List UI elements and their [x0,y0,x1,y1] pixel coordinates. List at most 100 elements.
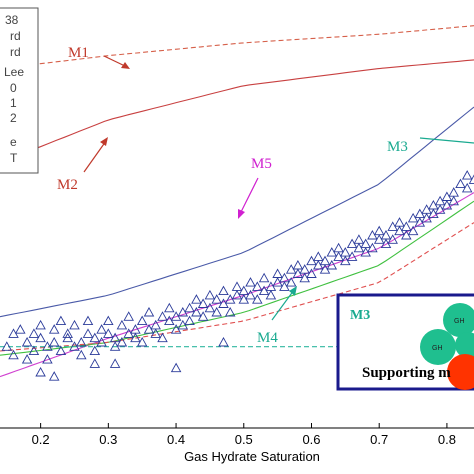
data-point [292,259,304,270]
data-point [164,302,175,313]
annotation-m4-arrowhead [289,286,297,296]
data-point [258,272,270,283]
x-tick-label: 0.2 [32,432,50,447]
inset-title: M3 [350,308,370,323]
data-point [143,306,155,317]
data-point [184,315,195,326]
series-line [0,106,474,318]
data-point [461,170,473,180]
legend: 38 rd rd Lee 0 1 2 e T [0,7,39,174]
data-point [89,345,101,356]
annotation-m4: M4 [257,330,278,346]
data-point [319,255,331,266]
data-point [21,336,33,347]
inset-grain-label: GH [432,345,443,352]
data-point [340,247,351,257]
x-tick-label: 0.6 [302,432,320,447]
data-point [191,294,202,304]
data-point [333,242,344,253]
annotation-m4-arrow [271,289,295,321]
data-point [136,315,148,326]
inset-grain [420,329,456,365]
legend-entry: Lee [4,65,24,79]
annotation-m1: M1 [68,45,89,61]
data-point [468,174,474,184]
inset-grain [447,354,474,390]
legend-entry: rd [10,29,21,43]
data-point [96,336,107,347]
data-point [103,315,114,326]
data-point [103,328,114,338]
measurement-points [1,170,474,381]
data-point [197,298,209,308]
data-point [218,285,229,296]
data-point [394,217,405,227]
data-point [272,268,283,278]
data-point [76,336,87,347]
x-tick-label: 0.5 [235,432,253,447]
data-point [252,294,263,304]
data-point [55,315,67,326]
legend-box [0,7,39,174]
x-tick-label: 0.3 [99,432,117,447]
data-point [265,289,277,300]
annotation-m2-arrowhead [100,137,108,146]
data-point [285,277,297,287]
data-point [130,324,141,334]
data-point [299,264,310,274]
legend-entry: T [10,151,18,165]
data-point [28,328,40,338]
data-point [116,319,128,330]
data-point [55,345,67,356]
data-point [218,336,229,347]
legend-entry: 38 [5,13,19,27]
data-point [109,358,121,368]
series-line [0,25,474,70]
data-point [346,251,358,261]
inset: M3 GH GH Supporting m [336,293,474,391]
x-tick-label: 0.7 [370,432,388,447]
data-point [82,315,94,326]
data-point [455,178,466,189]
data-point [76,349,87,360]
annotations: M1 M2 M3 M5 M4 [57,45,474,346]
data-point [35,319,46,330]
legend-entry: e [10,135,17,149]
legend-entry: rd [10,45,21,59]
data-point [224,306,236,317]
data-point [35,366,46,377]
data-point [245,277,256,287]
data-point [96,324,107,334]
data-point [360,238,371,249]
annotation-m3-arrow [419,137,474,144]
data-point [42,354,53,364]
annotation-m5-arrow [239,177,259,215]
data-point [150,328,161,338]
series-line [0,59,474,164]
data-point [197,311,209,321]
data-point [48,324,60,334]
data-point [8,349,19,360]
x-ticks: 0.2 0.3 0.4 0.5 0.6 0.7 0.8 [32,423,456,447]
legend-entry: 0 [10,81,17,95]
data-point [238,285,250,296]
annotation-m1-arrowhead [121,62,130,69]
data-point [116,336,128,347]
annotation-m5: M5 [251,156,272,172]
data-point [407,225,419,236]
data-point [461,182,473,193]
data-point [35,332,46,343]
data-point [62,328,73,338]
data-point [69,319,80,330]
data-point [136,336,148,347]
data-point [279,272,290,283]
data-point [48,371,60,381]
data-point [387,234,398,244]
legend-entry: 1 [10,96,17,110]
data-point [89,358,101,368]
data-point [353,234,365,244]
data-point [306,268,317,278]
data-point [184,302,195,313]
